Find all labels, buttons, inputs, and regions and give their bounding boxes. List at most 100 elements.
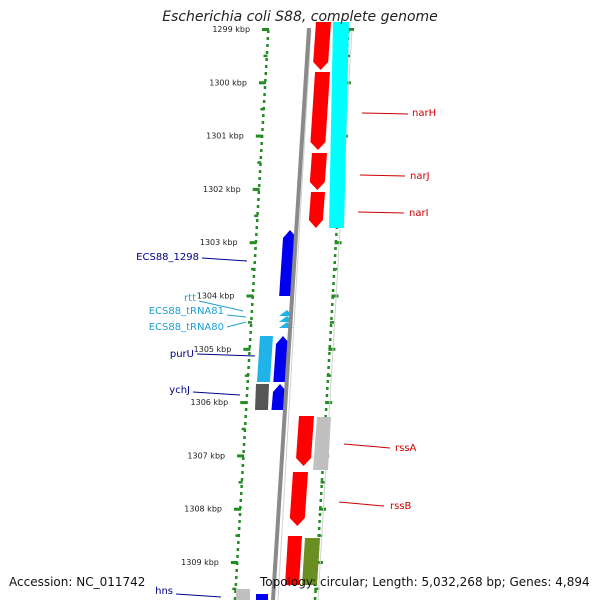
- feature-label-hns: hns: [155, 586, 173, 597]
- ruler-dot: [243, 436, 246, 439]
- ruler-dot: [263, 86, 267, 89]
- ruler-tick-minor: [314, 587, 320, 591]
- ruler-tick: [331, 294, 339, 298]
- ruler-tick-minor: [326, 374, 332, 377]
- ruler-label: 1309 kbp: [181, 558, 219, 567]
- ruler-dot: [233, 597, 237, 600]
- ruler-dot: [256, 205, 260, 208]
- ruler-dot: [333, 261, 336, 264]
- ruler-dot: [240, 478, 244, 481]
- ruler-dot: [331, 303, 334, 306]
- ruler-dot: [239, 492, 243, 495]
- ruler-dot: [335, 233, 338, 236]
- ruler-dot: [234, 590, 237, 593]
- ruler-label: 1306 kbp: [191, 398, 229, 407]
- ruler-dot: [256, 212, 259, 215]
- ruler-dot: [240, 485, 243, 488]
- feature-label-rtt: rtt: [184, 293, 196, 304]
- gene-block-red: [285, 536, 302, 585]
- ruler-dot: [327, 366, 330, 369]
- ruler-tick-minor: [241, 427, 246, 431]
- ruler-dot: [235, 576, 238, 579]
- ruler-tick-minor: [317, 534, 323, 537]
- ruler-dot: [248, 338, 252, 341]
- topology-text: Topology: circular; Length: 5,032,268 bp…: [260, 575, 590, 589]
- gene-arrow: [308, 192, 325, 228]
- ruler-tick: [258, 81, 266, 85]
- ruler-tick-minor: [244, 374, 249, 377]
- ruler-dot: [253, 254, 257, 257]
- ruler-label: 1304 kbp: [197, 292, 235, 301]
- leader-line: [357, 211, 405, 214]
- ruler-dot: [320, 485, 323, 488]
- ruler-dot: [259, 163, 262, 166]
- ruler-tick: [325, 401, 333, 405]
- ruler-dot: [238, 520, 241, 523]
- ruler-dot: [251, 303, 254, 306]
- ruler-tick-minor: [238, 481, 243, 484]
- ruler-dot: [247, 366, 250, 369]
- ruler-dot: [318, 513, 322, 516]
- ruler-tick-minor: [260, 107, 265, 111]
- ruler-dot: [244, 408, 248, 411]
- ruler-dot: [249, 331, 252, 334]
- leader-line: [198, 300, 244, 312]
- ruler-dot: [249, 324, 253, 327]
- ruler-dot: [267, 30, 270, 33]
- ruler-dot: [266, 44, 269, 47]
- ruler-dot: [317, 527, 321, 530]
- frame-line: [277, 29, 312, 600]
- leader-line: [201, 257, 248, 262]
- ruler-dot: [251, 289, 255, 292]
- ruler-dot: [239, 506, 242, 509]
- ruler-dot: [254, 247, 257, 250]
- ruler-tick: [237, 454, 245, 458]
- ruler-dot: [330, 310, 334, 313]
- ruler-dot: [242, 457, 245, 460]
- ruler-dot: [264, 65, 268, 68]
- leader-line: [361, 112, 409, 115]
- ruler-dot: [328, 338, 332, 341]
- ruler-dot: [266, 37, 270, 40]
- ruler-tick: [318, 507, 326, 511]
- ruler-dot: [250, 310, 254, 313]
- ruler-labels: 1299 kbp 1300 kbp 1301 kbp 1302 kbp 1303 kbp…: [181, 25, 355, 591]
- feature-label-narj: narJ: [410, 171, 430, 182]
- ruler-dot: [328, 345, 332, 348]
- ruler-tick: [255, 134, 263, 138]
- ruler-dot: [321, 471, 324, 474]
- ruler-tick-minor: [320, 481, 326, 484]
- ruler-dot: [318, 520, 321, 523]
- ruler-dot: [236, 548, 240, 551]
- ruler-tick-minor: [329, 321, 335, 324]
- ruler-dot: [262, 100, 266, 103]
- ruler-dot: [236, 555, 239, 558]
- feature-blocks: [236, 22, 349, 600]
- ruler-tick: [252, 187, 260, 191]
- ruler-dot: [252, 282, 255, 285]
- gene-arrow: [313, 22, 331, 70]
- ruler-dot: [258, 170, 262, 173]
- gene-block-blue: [256, 594, 268, 600]
- ruler-label: 1307 kbp: [187, 451, 225, 460]
- ruler-dot: [234, 583, 238, 586]
- ruler-tick-minor: [254, 214, 259, 218]
- ruler-dot: [264, 72, 268, 75]
- label-leaders: [175, 112, 409, 598]
- gene-block-gray: [313, 417, 331, 470]
- gene-block-purU: [257, 336, 273, 382]
- ruler-dot: [329, 331, 332, 334]
- ruler-dot: [238, 513, 242, 516]
- ruler-dot: [313, 597, 317, 600]
- ruler-dot: [257, 184, 261, 187]
- ruler-dot: [332, 275, 336, 278]
- genome-backbone: [271, 27, 311, 600]
- ruler-tick-minor: [333, 267, 339, 271]
- accession-text: Accession: NC_011742: [9, 575, 146, 589]
- ruler-dot: [319, 492, 323, 495]
- ruler-dot: [255, 219, 259, 222]
- ruler-tick: [249, 241, 257, 245]
- leader-line: [226, 321, 247, 328]
- gene-block-olive: [302, 538, 320, 585]
